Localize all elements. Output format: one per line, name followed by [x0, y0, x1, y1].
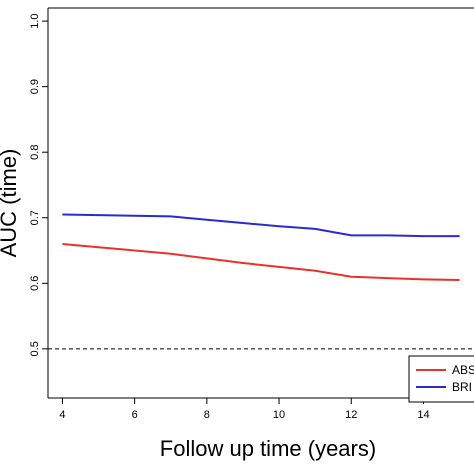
legend-label-bri: BRI [452, 380, 472, 394]
y-tick-label: 0.5 [29, 341, 41, 356]
y-tick-label: 0.7 [29, 210, 41, 225]
legend-label-abs: ABS [452, 363, 474, 377]
plot-box [47, 7, 474, 399]
legend: ABS BRI [408, 355, 474, 403]
y-tick-label: 0.9 [29, 79, 41, 94]
y-axis-label: AUC (time) [0, 149, 21, 258]
x-tick-label: 8 [204, 409, 210, 421]
x-tick-label: 14 [417, 409, 429, 421]
x-axis: 4 6 8 10 12 14 [59, 398, 430, 421]
x-axis-label: Follow up time (years) [160, 436, 376, 461]
legend-box [408, 355, 474, 403]
series-line-abs [62, 243, 460, 281]
x-tick-label: 6 [132, 409, 138, 421]
y-tick-label: 0.8 [29, 145, 41, 160]
x-tick-label: 10 [273, 409, 285, 421]
y-axis: 0.5 0.6 0.7 0.8 0.9 1.0 [29, 13, 48, 356]
x-tick-label: 4 [59, 409, 65, 421]
y-tick-label: 1.0 [29, 13, 41, 28]
x-tick-label: 12 [345, 409, 357, 421]
series-line-bri [62, 213, 460, 238]
y-tick-label: 0.6 [29, 276, 41, 291]
series-layer [62, 213, 460, 281]
